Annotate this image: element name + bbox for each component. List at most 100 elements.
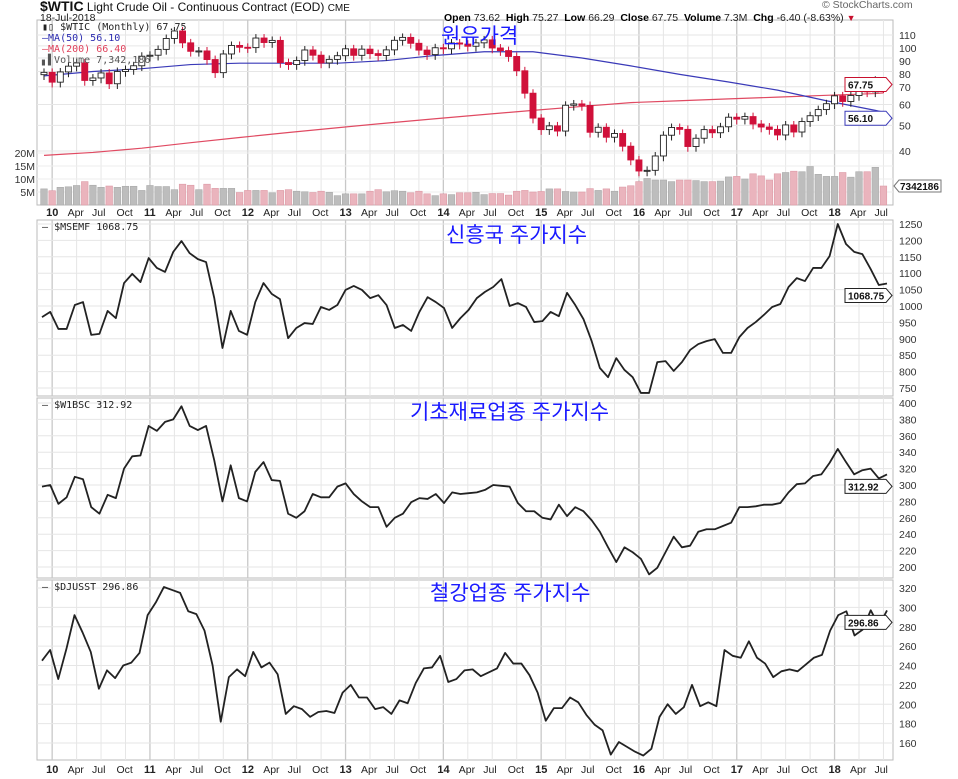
x-tick-label: 18 [829,764,841,776]
price-value-tag-box [844,77,893,93]
volume-bar [447,194,456,206]
candle-body [301,49,309,61]
x-tick-label: 14 [437,764,450,776]
x-tick-label: 12 [242,764,254,776]
volume-tick-label: 10M [15,174,35,186]
volume-bar [724,176,733,206]
x-tick-label: Oct [606,207,622,219]
volume-bar [244,190,252,206]
volume-bar [790,170,798,206]
candle-body [602,126,610,138]
candle-body [268,39,276,43]
candle-body [594,126,602,133]
x-tick-label: Apr [361,764,378,776]
x-tick-label: Apr [263,207,280,219]
x-tick-label: Apr [68,764,85,776]
volume-bar [733,176,741,206]
x-tick-label: 17 [731,207,743,219]
y-tick-label: 90 [899,56,911,68]
volume-bar [366,190,374,206]
volume-bar [619,186,627,206]
candle-body [472,42,480,47]
legend-w1bsc: — $W1BSC 312.92 [42,400,132,411]
volume-bar [464,192,472,206]
volume-bar [749,173,757,206]
candle-body [40,71,48,76]
volume-bar [146,185,154,206]
candle-body [847,95,855,102]
y-tick-label: 160 [899,738,917,750]
volume-bar [276,190,284,206]
open-value: 73.62 [473,12,501,24]
x-tick-label: Oct [508,207,524,219]
x-tick-label: Apr [752,764,769,776]
y-tick-label: 50 [899,120,911,132]
volume-bar [871,167,879,206]
legend-djusst-label: $DJUSST 296.86 [54,582,139,593]
candle-body [317,54,325,64]
candle-body [676,127,684,130]
volume-bar [716,180,725,206]
volume-bar [89,184,97,206]
legend-price: ▮▯ $WTIC (Monthly) 67.75 [42,22,187,33]
x-tick-label: Jul [581,764,594,776]
candle-body [496,47,504,52]
candle-body [146,54,154,57]
volume-bar [350,193,358,206]
x-tick-label: 15 [535,764,547,776]
y-tick-label: 750 [899,383,917,395]
volume-bar [293,190,301,206]
candle-body [659,134,667,157]
volume-bar [513,190,521,206]
candle-body [562,104,570,132]
candle-body [529,92,537,119]
candle-body [782,124,790,136]
volume-bar [692,180,700,206]
volume-bar [847,176,855,206]
volume-bar [81,181,89,206]
volume-bar [64,186,73,206]
ma50-line [43,51,884,113]
candle-body [839,95,847,102]
djusst-value-tag-box [844,614,893,630]
y-tick-label: 320 [899,464,917,476]
volume-bar [602,188,610,206]
x-tick-label: 18 [829,207,841,219]
volume-bar [113,187,121,206]
volume-bar [504,194,513,206]
x-tick-label: Jul [385,764,398,776]
candle-body [162,38,170,50]
volume-bar [309,192,317,206]
volume-bar [390,190,399,206]
x-tick-label: 11 [144,207,156,219]
symbol: $WTIC [40,0,84,14]
exchange: CME [327,3,350,14]
y-tick-label: 260 [899,513,917,525]
candle-body [325,58,333,64]
volume-bar [676,179,684,206]
volume-bar [684,179,692,206]
volume-bar [839,172,847,206]
candle-body [814,109,822,117]
volume-tick-label: 20M [15,148,35,160]
volume-bar [48,190,56,206]
volume-bar [325,191,333,206]
y-tick-label: 40 [899,146,911,158]
x-tick-label: Jul [288,207,301,219]
msemf-line [41,223,888,394]
candle-body [56,71,64,83]
x-tick-label: Jul [190,207,203,219]
candle-body [456,42,464,45]
volume-bar [651,179,659,206]
watermark: © StockCharts.com [822,0,913,11]
y-tick-label: 180 [899,719,917,731]
volume-bar [521,190,529,206]
x-tick-label: Apr [850,764,867,776]
candle-body [635,159,643,172]
volume-bar [415,190,423,206]
candle-body [203,50,211,60]
candle-body [48,71,56,83]
candle-body [276,39,284,63]
x-tick-label: Apr [850,207,867,219]
legend-price-label: $WTIC (Monthly) 67.75 [60,22,187,33]
